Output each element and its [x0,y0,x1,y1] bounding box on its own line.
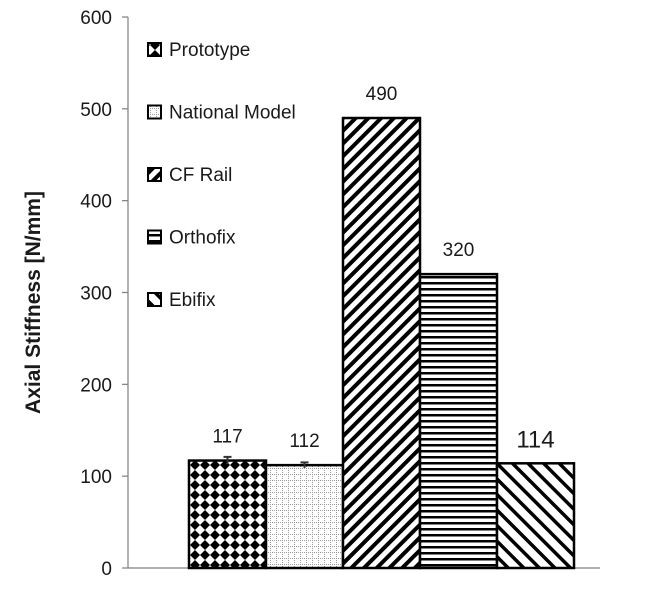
legend-swatch [147,292,162,307]
legend-label: National Model [169,103,296,124]
y-tick-label: 300 [80,284,112,305]
axis-layer: 0 100 200 300 400 500 600 Axial Stiffness [N/mm… [22,8,600,580]
legend-label: Orthofix [169,228,236,249]
bar-prototype [187,459,268,570]
bar-orthofix [418,272,499,570]
data-label: 490 [366,84,398,105]
legend-swatch [147,229,162,245]
bar-cf-rail [341,116,422,570]
legend-swatch [147,42,162,57]
legend-swatch [147,167,162,182]
data-label: 112 [289,431,319,452]
data-label: 117 [212,427,242,448]
bar-layer [187,116,576,570]
data-label-layer: 117 112 490 320 114 [212,84,554,453]
y-tick-label: 400 [80,192,112,213]
y-axis-title: Axial Stiffness [N/mm] [22,191,45,414]
legend-label: Prototype [169,40,250,61]
y-tick-label: 100 [80,467,112,488]
bar-national-model [264,463,345,570]
legend-label: CF Rail [169,165,232,186]
y-tick-label: 500 [80,100,112,121]
y-tick-label: 0 [101,559,112,580]
legend-swatch [147,104,162,120]
bar-ebifix [495,462,576,570]
legend: Prototype National Model CF Rail Orthofix Eb… [147,40,296,311]
legend-label: Ebifix [169,290,216,311]
y-tick-label: 200 [80,375,112,396]
data-label: 114 [516,426,554,453]
data-label: 320 [443,240,475,261]
y-tick-label: 600 [80,8,112,29]
